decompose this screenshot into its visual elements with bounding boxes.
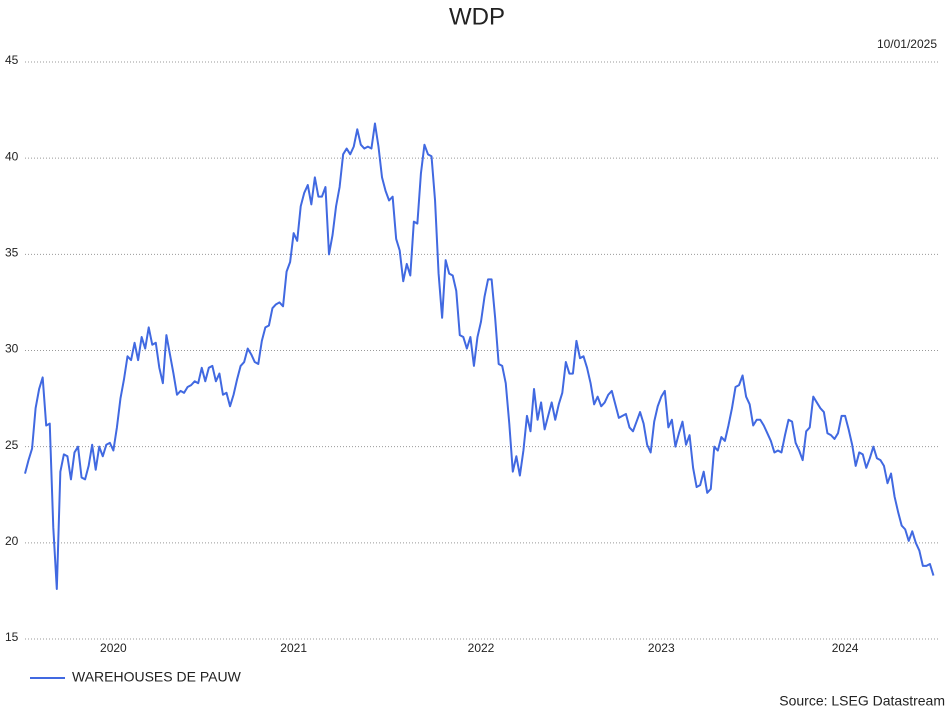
y-tick-label: 35 bbox=[5, 246, 19, 260]
legend-label: WAREHOUSES DE PAUW bbox=[72, 669, 242, 685]
x-tick-label: 2020 bbox=[100, 641, 127, 655]
line-series bbox=[24, 122, 935, 590]
x-tick-label: 2021 bbox=[280, 641, 307, 655]
y-tick-label: 40 bbox=[5, 149, 19, 163]
y-tick-label: 30 bbox=[5, 342, 19, 356]
y-tick-label: 20 bbox=[5, 534, 19, 548]
y-tick-label: 45 bbox=[5, 53, 19, 67]
x-tick-label: 2024 bbox=[832, 641, 859, 655]
source-label: Source: LSEG Datastream bbox=[779, 693, 945, 709]
y-tick-label: 15 bbox=[5, 630, 19, 644]
x-tick-label: 2023 bbox=[648, 641, 675, 655]
x-tick-label: 2022 bbox=[468, 641, 495, 655]
y-tick-label: 25 bbox=[5, 438, 19, 452]
date-label: 10/01/2025 bbox=[877, 37, 937, 51]
chart-title: WDP bbox=[449, 3, 505, 30]
